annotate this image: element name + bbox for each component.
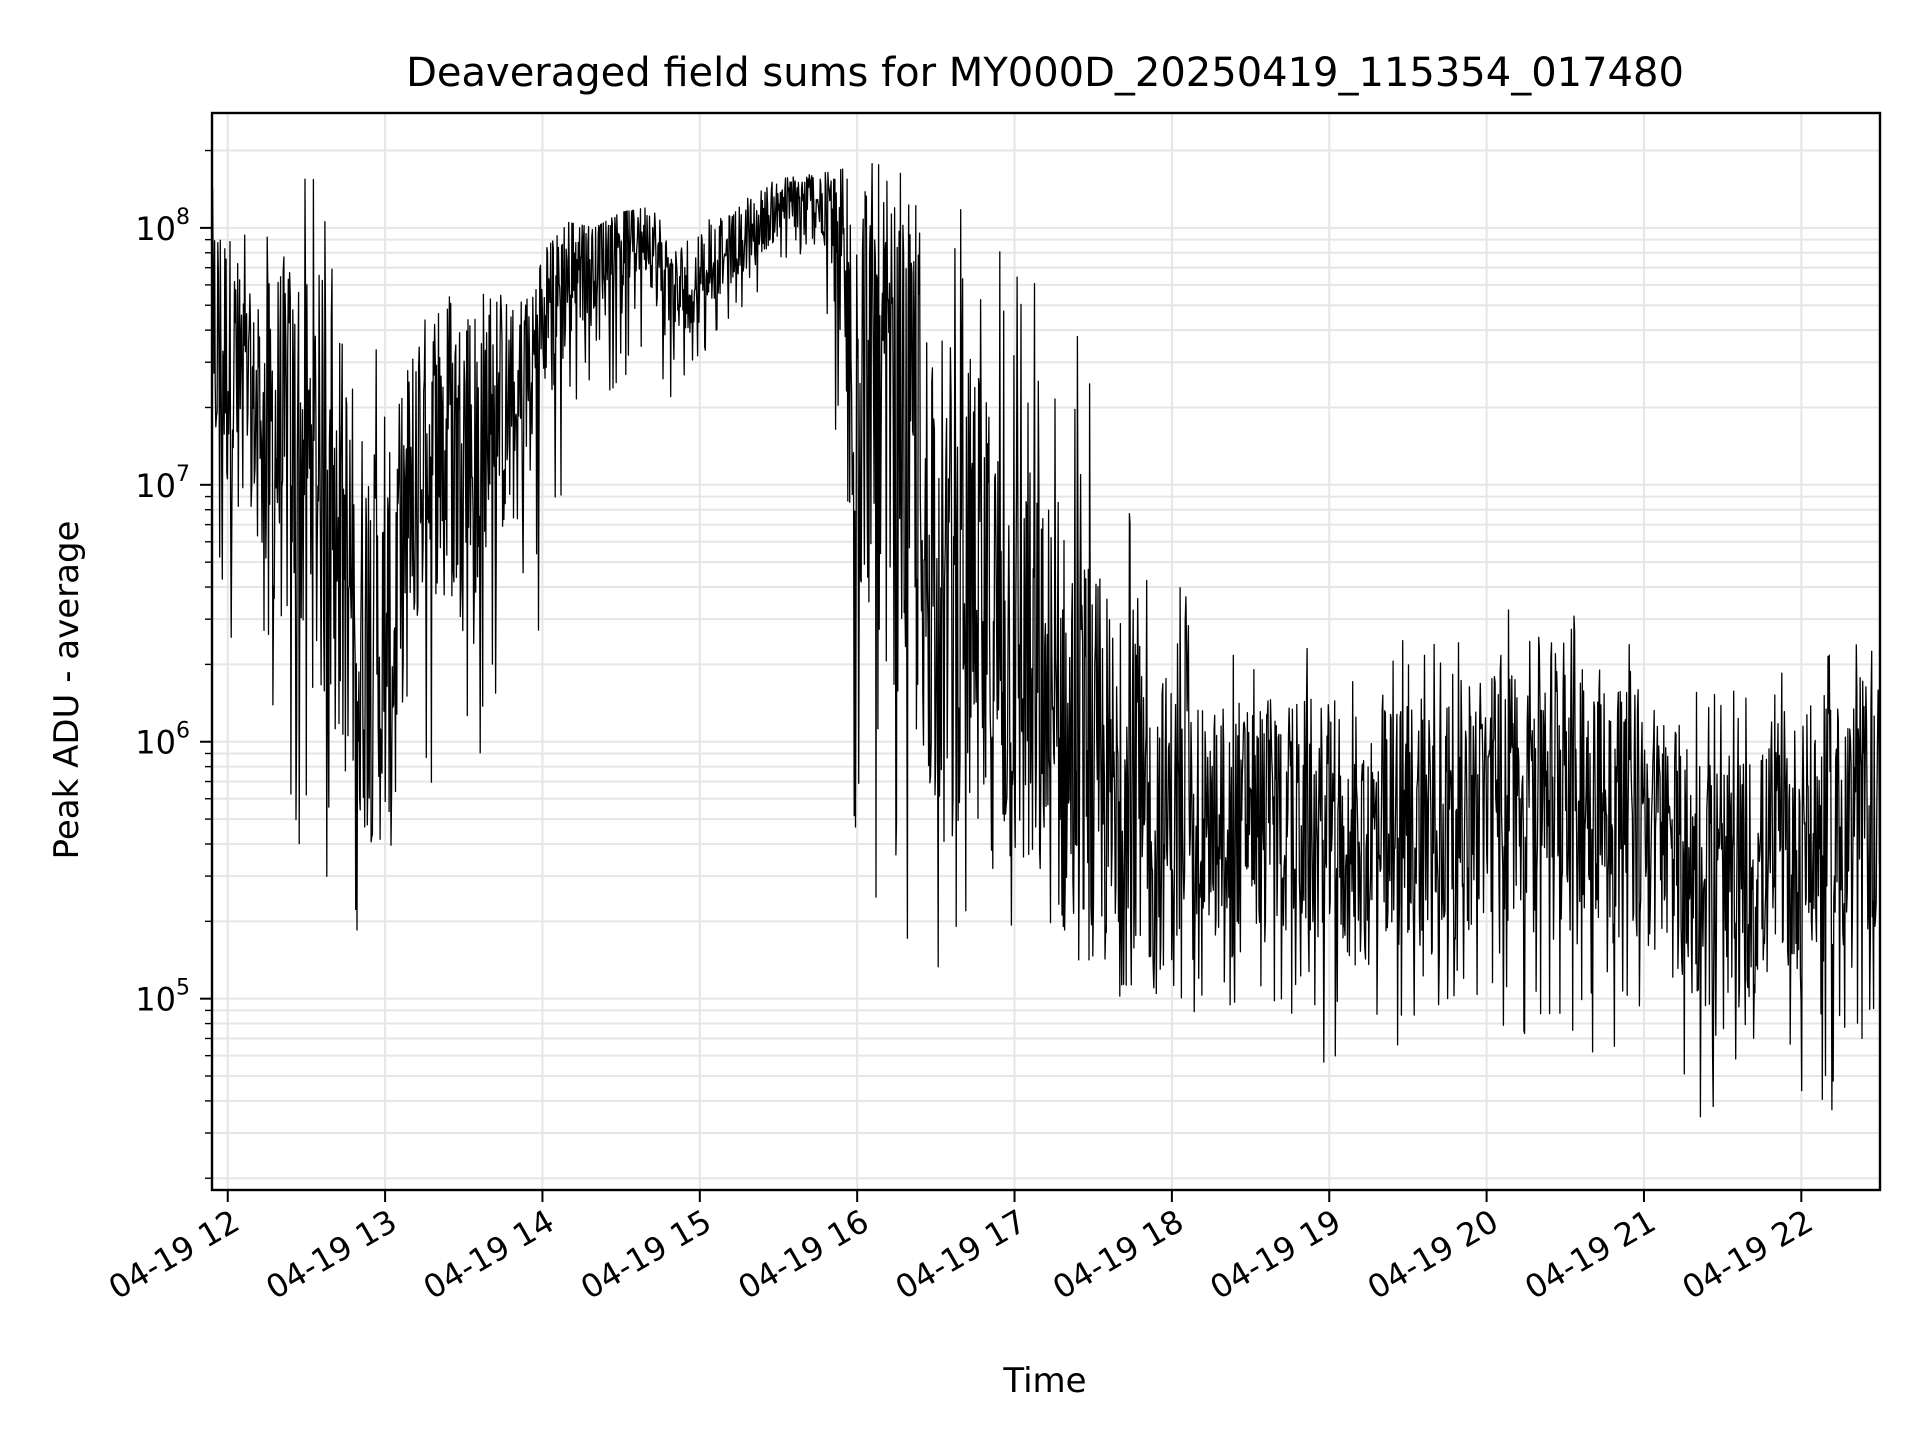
plot-frame xyxy=(210,111,1882,1192)
y-tick-label: 105 xyxy=(135,976,190,1019)
chart-title: Deaveraged field sums for MY000D_2025041… xyxy=(406,50,1684,96)
y-axis-ticks: 105 106 107 108 xyxy=(135,149,212,1179)
plot-area xyxy=(211,162,1881,1118)
series-line xyxy=(211,162,1881,1118)
y-tick-label: 106 xyxy=(135,719,190,762)
y-tick-label: 108 xyxy=(135,205,190,248)
x-axis-label: Time xyxy=(1002,1361,1086,1401)
y-axis-label: Peak ADU - average xyxy=(47,521,87,860)
y-tick-label: 107 xyxy=(135,462,190,505)
